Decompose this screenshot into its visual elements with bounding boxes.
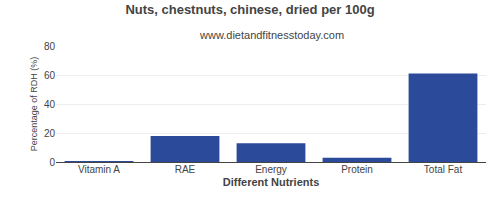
svg-text:40: 40: [44, 99, 56, 110]
svg-text:20: 20: [44, 128, 56, 139]
svg-text:Different Nutrients: Different Nutrients: [223, 176, 320, 188]
svg-text:RAE: RAE: [175, 164, 196, 175]
svg-text:Protein: Protein: [341, 164, 373, 175]
svg-text:0: 0: [49, 157, 55, 168]
svg-text:www.dietandfitnesstoday.com: www.dietandfitnesstoday.com: [199, 29, 344, 41]
svg-text:80: 80: [44, 41, 56, 52]
svg-text:Nuts, chestnuts, chinese, drie: Nuts, chestnuts, chinese, dried per 100g: [125, 2, 374, 17]
svg-text:60: 60: [44, 70, 56, 81]
svg-text:Percentage of RDH (%): Percentage of RDH (%): [29, 57, 39, 152]
svg-text:Vitamin A: Vitamin A: [78, 164, 120, 175]
svg-text:Total Fat: Total Fat: [424, 164, 463, 175]
svg-text:Energy: Energy: [255, 164, 287, 175]
